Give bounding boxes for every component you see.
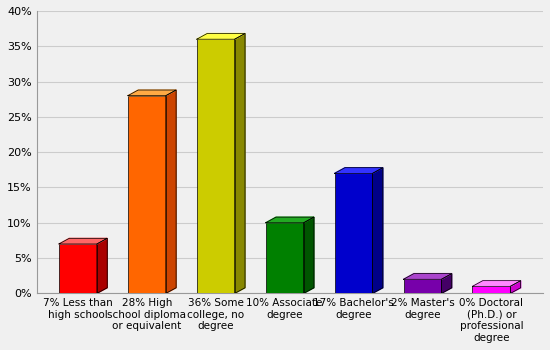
FancyBboxPatch shape xyxy=(472,286,510,293)
Polygon shape xyxy=(442,274,452,293)
Polygon shape xyxy=(166,90,176,293)
FancyBboxPatch shape xyxy=(404,279,442,293)
FancyBboxPatch shape xyxy=(197,39,235,293)
Polygon shape xyxy=(510,281,521,293)
Polygon shape xyxy=(128,90,176,96)
Polygon shape xyxy=(59,238,107,244)
FancyBboxPatch shape xyxy=(266,223,304,293)
Polygon shape xyxy=(372,168,383,293)
Polygon shape xyxy=(197,34,245,39)
Polygon shape xyxy=(235,34,245,293)
Polygon shape xyxy=(97,238,107,293)
Polygon shape xyxy=(304,217,314,293)
Polygon shape xyxy=(334,168,383,173)
Polygon shape xyxy=(266,217,314,223)
Polygon shape xyxy=(472,281,521,286)
FancyBboxPatch shape xyxy=(59,244,97,293)
Polygon shape xyxy=(404,274,452,279)
FancyBboxPatch shape xyxy=(128,96,166,293)
FancyBboxPatch shape xyxy=(334,173,372,293)
